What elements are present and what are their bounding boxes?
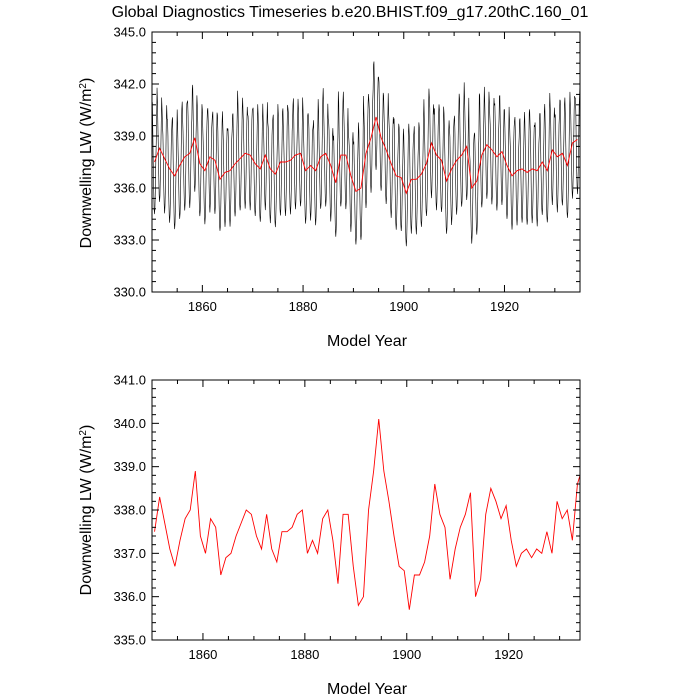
bottom-chart-y-tick-label: 336.0 xyxy=(113,589,146,604)
top-chart-y-tick-label: 345.0 xyxy=(113,25,146,40)
top-chart-y-tick-label: 342.0 xyxy=(113,77,146,92)
bottom-chart-x-tick-label: 1920 xyxy=(494,647,523,662)
top-chart-y-tick-label: 330.0 xyxy=(113,285,146,300)
bottom-chart-x-axis-label: Model Year xyxy=(327,681,408,698)
bottom-chart-y-tick-label: 339.0 xyxy=(113,459,146,474)
top-chart-x-axis-label: Model Year xyxy=(327,333,408,350)
top-chart-y-axis-label: Downwelling LW (W/m2) xyxy=(78,78,96,249)
bottom-chart: Downwelling LW (W/m2) Model Year 1860 188… xyxy=(78,373,581,698)
bottom-chart-annual-series-line xyxy=(154,418,581,610)
bottom-chart-y-tick-label: 340.0 xyxy=(113,416,146,431)
top-chart-y-tick-label: 339.0 xyxy=(113,129,146,144)
bottom-chart-x-tick-label: 1900 xyxy=(392,647,421,662)
top-chart: Downwelling LW (W/m2) Model Year 1860 188… xyxy=(78,25,581,350)
bottom-chart-x-tick-label: 1860 xyxy=(188,647,217,662)
bottom-chart-y-tick-label: 335.0 xyxy=(113,633,146,648)
top-chart-monthly-series-line xyxy=(151,61,581,247)
figure-title: Global Diagnostics Timeseries b.e20.BHIS… xyxy=(112,4,589,21)
top-chart-frame xyxy=(151,31,581,293)
top-chart-x-tick-label: 1880 xyxy=(289,299,318,314)
bottom-chart-y-tick-label: 337.0 xyxy=(113,546,146,561)
top-chart-x-tick-label: 1920 xyxy=(490,299,519,314)
top-chart-x-tick-label: 1900 xyxy=(389,299,418,314)
top-chart-x-tick-label: 1860 xyxy=(188,299,217,314)
bottom-chart-y-axis-label: Downwelling LW (W/m2) xyxy=(78,425,96,596)
top-chart-y-tick-label: 333.0 xyxy=(113,233,146,248)
bottom-chart-y-tick-label: 338.0 xyxy=(113,503,146,518)
bottom-chart-x-tick-label: 1880 xyxy=(290,647,319,662)
top-chart-annual-series-line xyxy=(154,116,578,195)
top-chart-y-tick-label: 336.0 xyxy=(113,181,146,196)
bottom-chart-y-tick-label: 341.0 xyxy=(113,373,146,388)
